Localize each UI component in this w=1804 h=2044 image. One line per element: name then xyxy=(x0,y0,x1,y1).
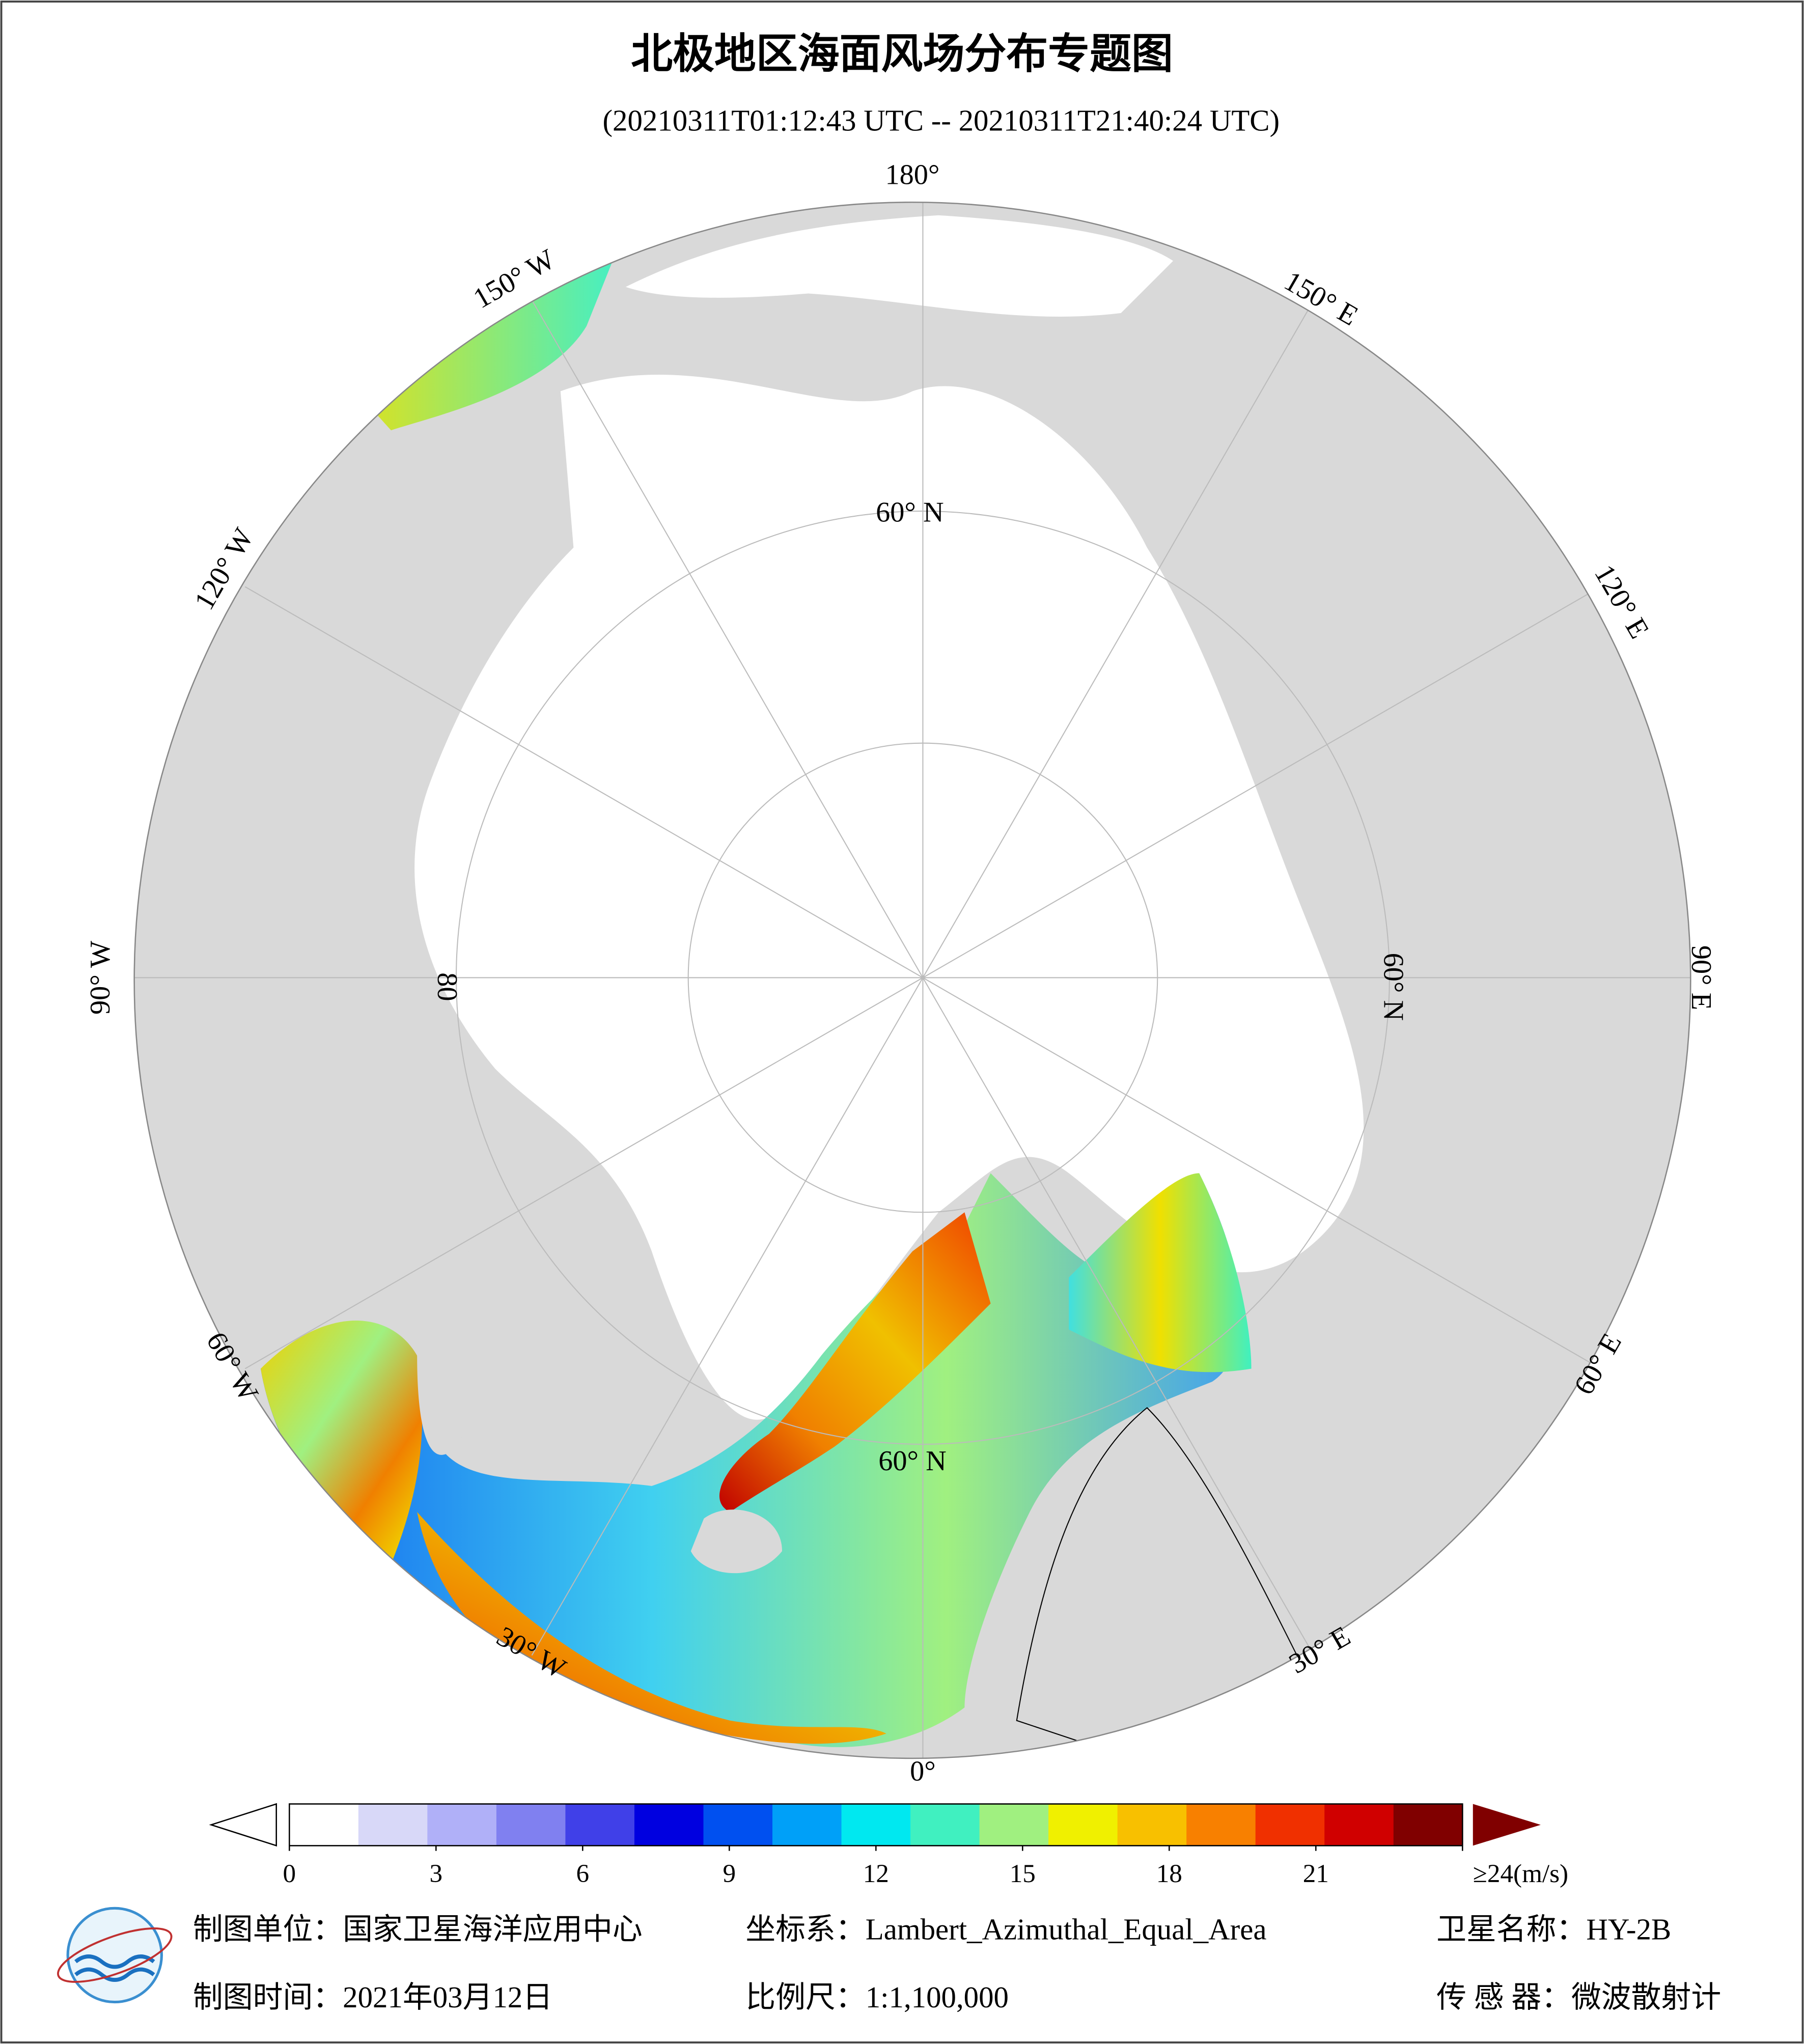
lon-label: 0° xyxy=(910,1755,936,1787)
logo-ring xyxy=(66,1907,163,2004)
colorbar-swatch xyxy=(634,1804,704,1846)
colorbar-swatch xyxy=(1393,1804,1463,1846)
logo-waves xyxy=(74,1954,155,1982)
colorbar-swatch xyxy=(1186,1804,1256,1846)
colorbar-over xyxy=(1473,1804,1541,1846)
lat-label: 60° N xyxy=(878,1445,947,1477)
footer-scale: 比例尺：1:1,100,000 xyxy=(745,1981,1009,2014)
bering-sea xyxy=(625,215,1173,317)
colorbar-swatch xyxy=(1048,1804,1118,1846)
logo-orbit xyxy=(57,1927,173,1983)
colorbar-tick-label: 0 xyxy=(283,1859,296,1888)
colorbar-swatch xyxy=(841,1804,911,1846)
wind-field xyxy=(260,1320,423,1564)
iceland xyxy=(690,1509,782,1574)
lat-label: 60° N xyxy=(1378,953,1409,1021)
title: 北极地区海面风场分布专题图 xyxy=(631,31,1173,77)
colorbar-swatch xyxy=(1255,1804,1325,1846)
colorbar-tick-label: 15 xyxy=(1010,1859,1036,1888)
footer-unit: 制图单位：国家卫星海洋应用中心 xyxy=(193,1913,643,1946)
subtitle: (20210311T01:12:43 UTC -- 20210311T21:40… xyxy=(602,104,1280,137)
colorbar-swatch xyxy=(289,1804,359,1846)
colorbar-swatch xyxy=(1117,1804,1187,1846)
lat-label: 60° N xyxy=(876,496,944,528)
arctic-ocean xyxy=(414,374,1364,1420)
colorbar-tick-label: ≥24(m/s) xyxy=(1473,1859,1568,1888)
colorbar-tick-label: 3 xyxy=(430,1859,443,1888)
colorbar-tick-label: 6 xyxy=(576,1859,590,1888)
colorbar-swatch xyxy=(358,1804,428,1846)
sea xyxy=(700,391,793,574)
colorbar-swatch xyxy=(427,1804,497,1846)
colorbar-swatch xyxy=(1324,1804,1395,1846)
map-border xyxy=(133,201,1691,1759)
colorbar-tick-label: 9 xyxy=(723,1859,736,1888)
footer-crs: 坐标系：Lambert_Azimuthal_Equal_Area xyxy=(745,1913,1266,1946)
lat-label: 80 xyxy=(431,972,463,1001)
colorbar-tick-label: 12 xyxy=(863,1859,889,1888)
footer-satellite: 卫星名称：HY-2B xyxy=(1436,1913,1671,1946)
lon-label: 90° W xyxy=(85,940,116,1015)
footer-sensor: 传 感 器：微波散射计 xyxy=(1436,1981,1721,2014)
wind-field xyxy=(1069,1173,1252,1373)
colorbar-swatch xyxy=(496,1804,566,1846)
colorbar-swatch xyxy=(703,1804,773,1846)
scandinavia xyxy=(1016,1407,1305,1758)
colorbar-swatch xyxy=(772,1804,842,1846)
colorbar: 0 3 6 9 12 15 18 21 ≥24(m/s) xyxy=(209,1803,1568,1888)
colorbar-swatch xyxy=(979,1804,1049,1846)
lon-label: 180° xyxy=(885,159,939,190)
colorbar-swatch xyxy=(565,1804,635,1846)
colorbar-swatch xyxy=(910,1804,980,1846)
logo xyxy=(57,1907,173,2004)
colorbar-tick-label: 18 xyxy=(1156,1859,1182,1888)
wind-field xyxy=(417,1512,886,1744)
graticule xyxy=(134,202,1691,1758)
footer-date: 制图时间：2021年03月12日 xyxy=(193,1981,552,2014)
colorbar-under xyxy=(209,1803,277,1847)
colorbar-tick-label: 21 xyxy=(1303,1859,1329,1888)
lon-label: 90° E xyxy=(1685,945,1717,1010)
greenland xyxy=(413,1251,488,1455)
